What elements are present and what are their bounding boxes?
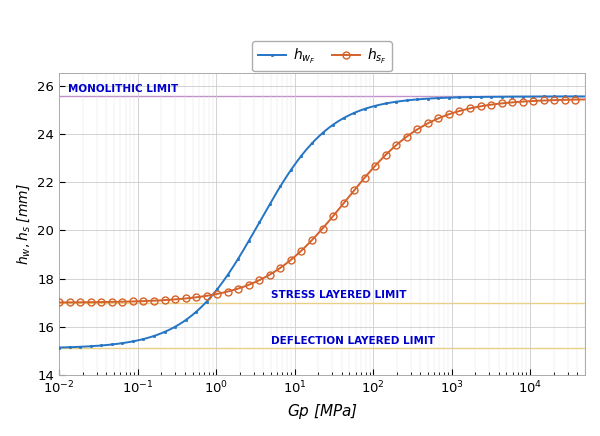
Legend: $h_{w_F}$, $h_{s_F}$: $h_{w_F}$, $h_{s_F}$ <box>252 41 392 72</box>
$h_{w_F}$ <box>293 159 301 164</box>
$h_{s_F}$ <box>56 300 63 305</box>
$h_{s_F}$ <box>581 97 589 102</box>
$h_{s_F}$ <box>293 252 301 257</box>
$h_{w_F}$ <box>451 95 458 100</box>
$h_{s_F}$ <box>191 295 198 300</box>
Line: $h_{w_F}$: $h_{w_F}$ <box>57 94 587 350</box>
$h_{w_F}$ <box>191 311 198 316</box>
$h_{s_F}$ <box>149 298 156 303</box>
$h_{s_F}$ <box>365 170 373 175</box>
$h_{s_F}$ <box>451 110 458 115</box>
Text: STRESS LAYERED LIMIT: STRESS LAYERED LIMIT <box>271 290 407 300</box>
Text: DEFLECTION LAYERED LIMIT: DEFLECTION LAYERED LIMIT <box>271 336 435 346</box>
$h_{s_F}$ <box>407 131 414 136</box>
$h_{w_F}$ <box>365 105 373 110</box>
$h_{w_F}$ <box>581 94 589 99</box>
$h_{w_F}$ <box>56 345 63 350</box>
$h_{w_F}$ <box>149 334 156 339</box>
Text: MONOLITHIC LIMIT: MONOLITHIC LIMIT <box>68 84 178 93</box>
Line: $h_{s_F}$: $h_{s_F}$ <box>56 96 589 306</box>
X-axis label: $Gp$ [MPa]: $Gp$ [MPa] <box>287 402 358 421</box>
Y-axis label: $h_w, h_s$ [mm]: $h_w, h_s$ [mm] <box>15 183 32 265</box>
$h_{w_F}$ <box>407 97 414 102</box>
